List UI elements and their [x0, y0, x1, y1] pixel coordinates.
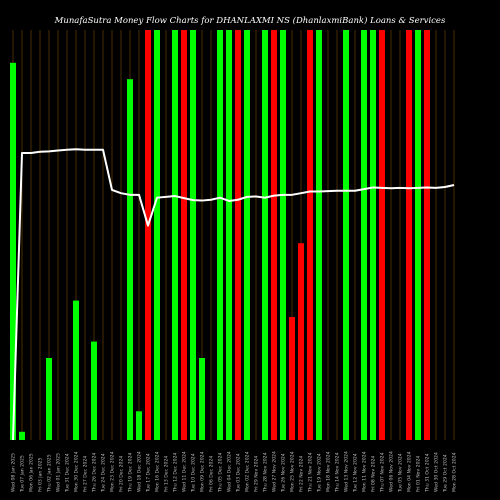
volume-bar: [199, 358, 205, 440]
x-tick-label: Mon 16 Dec 2024: [155, 451, 161, 492]
volume-bar: [10, 62, 16, 441]
volume-bar: [343, 30, 349, 440]
x-tick-label: Thu 07 Nov 2024: [380, 452, 386, 493]
volume-bar: [226, 30, 232, 440]
x-tick-label: Mon 02 Dec 2024: [245, 451, 251, 492]
volume-bar: [127, 79, 133, 440]
x-tick-label: Fri 22 Nov 2024: [299, 456, 305, 492]
x-tick-label: Thu 14 Nov 2024: [335, 452, 341, 493]
volume-bar: [46, 358, 52, 440]
x-tick-label: Thu 12 Dec 2024: [173, 452, 179, 493]
x-tick-label: Tue 24 Dec 2024: [101, 453, 107, 493]
money-flow-line: [12, 148, 455, 441]
x-tick-label: Thu 28 Nov 2024: [263, 452, 269, 493]
volume-bar: [244, 30, 250, 440]
x-tick-label: Mon 28 Oct 2024: [452, 452, 458, 492]
x-tick-label: Mon 06 Jan 2025: [29, 453, 35, 492]
x-tick-label: Wed 11 Dec 2024: [182, 451, 188, 492]
x-tick-label: Wed 30 Oct 2024: [434, 452, 440, 492]
volume-bar: [316, 30, 322, 440]
volume-bar: [172, 30, 178, 440]
x-tick-label: Tue 17 Dec 2024: [146, 453, 152, 493]
x-tick-label: Wed 06 Nov 2024: [389, 451, 395, 492]
x-tick-label: Tue 05 Nov 2024: [398, 453, 404, 493]
volume-bar: [307, 30, 313, 440]
volume-bar: [19, 431, 25, 440]
x-tick-label: Tue 29 Oct 2024: [443, 454, 449, 493]
x-tick-label: Tue 12 Nov 2024: [353, 453, 359, 493]
grid-lines: [12, 30, 455, 440]
volume-bar: [235, 30, 241, 440]
x-tick-label: Fri 03 Jan 2025: [38, 457, 44, 492]
x-tick-label: Fri 01 Nov 2024: [416, 456, 422, 492]
x-tick-label: Thu 21 Nov 2024: [308, 452, 314, 493]
volume-bar: [289, 317, 295, 440]
volume-bar: [262, 30, 268, 440]
x-tick-label: Thu 19 Dec 2024: [128, 452, 134, 493]
x-tick-label: Thu 26 Dec 2024: [92, 452, 98, 493]
x-tick-label: Tue 10 Dec 2024: [191, 453, 197, 493]
x-tick-label: Tue 03 Dec 2024: [236, 453, 242, 493]
x-tick-label: Wed 13 Nov 2024: [344, 451, 350, 492]
volume-bar: [361, 30, 367, 440]
x-tick-label: Wed 08 Jan 2025: [11, 453, 17, 492]
x-tick-label: Wed 01 Jan 2025: [56, 453, 62, 492]
x-tick-label: Fri 08 Nov 2024: [371, 456, 377, 492]
x-tick-label: Mon 25 Nov 2024: [290, 451, 296, 492]
volume-bar: [154, 30, 160, 440]
volume-bar: [415, 30, 421, 440]
volume-bar: [424, 30, 430, 440]
x-tick-label: Tue 26 Nov 2024: [281, 453, 287, 493]
x-tick-label: Thu 05 Dec 2024: [218, 452, 224, 493]
x-tick-label: Tue 31 Dec 2024: [65, 453, 71, 493]
money-flow-line-path: [12, 148, 455, 441]
x-tick-label: Fri 20 Dec 2024: [119, 456, 125, 492]
x-tick-label: Thu 31 Oct 2024: [425, 453, 431, 493]
volume-bar: [181, 30, 187, 440]
x-tick-label: Mon 18 Nov 2024: [326, 451, 332, 492]
volume-bar: [406, 30, 412, 440]
volume-bar: [271, 30, 277, 440]
x-tick-label: Thu 02 Jan 2025: [47, 454, 53, 493]
volume-bar: [73, 300, 79, 440]
volume-bar: [298, 243, 304, 440]
x-tick-label: Fri 13 Dec 2024: [164, 456, 170, 492]
x-tick-label: Fri 27 Dec 2024: [83, 456, 89, 492]
x-tick-label: Mon 04 Nov 2024: [407, 451, 413, 492]
volume-bar: [91, 341, 97, 440]
volume-bar: [370, 30, 376, 440]
x-tick-label: Tue 19 Nov 2024: [317, 453, 323, 493]
volume-bar: [136, 411, 142, 440]
x-tick-label: Mon 23 Dec 2024: [110, 451, 116, 492]
volume-bar: [145, 30, 151, 440]
volume-bars: [10, 30, 430, 441]
x-tick-label: Wed 04 Dec 2024: [227, 451, 233, 492]
x-tick-label: Mon 09 Dec 2024: [200, 451, 206, 492]
x-tick-label: Fri 06 Dec 2024: [209, 456, 215, 492]
volume-bar: [379, 30, 385, 440]
x-tick-label: Mon 30 Dec 2024: [74, 451, 80, 492]
chart-title: MunafaSutra Money Flow Charts for DHANLA…: [54, 16, 446, 26]
volume-bar: [190, 30, 196, 440]
volume-bar: [280, 30, 286, 440]
date-tick-labels: Wed 08 Jan 2025 Tue 07 Jan 2025 Mon 06 Jan…: [11, 451, 458, 493]
x-tick-label: Mon 11 Nov 2024: [362, 451, 368, 492]
x-tick-label: Wed 18 Dec 2024: [137, 451, 143, 492]
x-tick-label: Tue 07 Jan 2025: [20, 455, 26, 493]
x-tick-label: Wed 27 Nov 2024: [272, 451, 278, 492]
x-tick-label: Fri 29 Nov 2024: [254, 456, 260, 492]
volume-bar: [217, 30, 223, 440]
